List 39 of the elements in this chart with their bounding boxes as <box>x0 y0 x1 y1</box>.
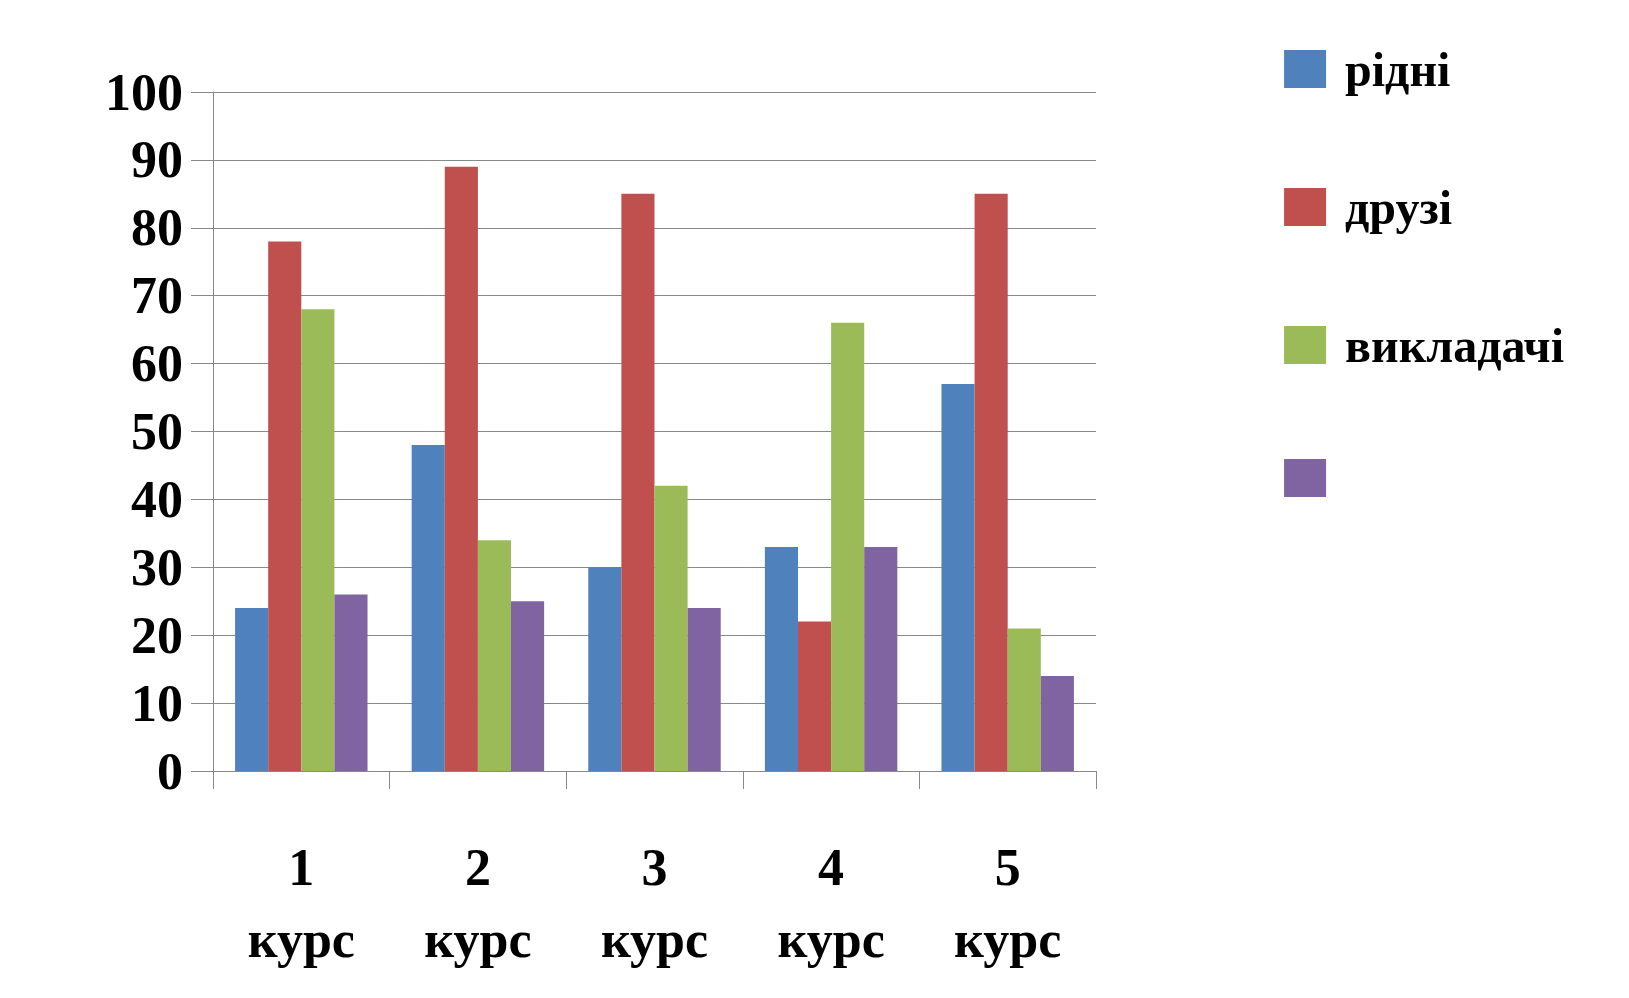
y-tick-label: 70 <box>131 267 183 325</box>
bar <box>588 567 622 771</box>
bar <box>235 608 269 771</box>
y-tick-label: 60 <box>131 335 183 393</box>
bar <box>864 546 898 771</box>
bar <box>1040 675 1074 771</box>
x-tick-label: 5 курс <box>954 838 1062 968</box>
bar <box>764 546 798 771</box>
x-tick-label: 4 курс <box>777 838 885 968</box>
x-tick-label: 1 курс <box>247 838 355 968</box>
bar <box>687 608 721 771</box>
bar <box>831 322 865 771</box>
bar <box>301 309 335 771</box>
x-tick-label: 3 курс <box>600 838 709 968</box>
y-tick-label: 80 <box>131 199 183 257</box>
bar <box>797 621 832 771</box>
bar <box>444 166 478 771</box>
y-tick-label: 90 <box>131 131 183 189</box>
bar <box>268 241 302 771</box>
bar <box>1007 628 1041 771</box>
bar <box>974 193 1008 771</box>
legend-label: друзі <box>1345 180 1453 234</box>
bar <box>941 383 975 771</box>
y-tick-label: 10 <box>131 674 183 732</box>
y-tick-label: 30 <box>131 538 183 596</box>
y-tick-label: 0 <box>157 742 183 800</box>
legend-label: рідні <box>1345 42 1451 96</box>
legend-label: викладачі <box>1345 318 1565 372</box>
bar <box>654 485 688 771</box>
y-tick-label: 50 <box>131 403 183 460</box>
y-tick-label: 40 <box>131 470 183 528</box>
y-tick-label: 20 <box>131 606 183 664</box>
bar <box>477 540 512 771</box>
bar <box>334 594 368 771</box>
bar <box>411 445 445 771</box>
bar <box>621 193 655 771</box>
x-tick-label: 2 курс <box>424 838 532 968</box>
bar <box>511 601 545 771</box>
y-tick-label: 100 <box>105 63 183 121</box>
